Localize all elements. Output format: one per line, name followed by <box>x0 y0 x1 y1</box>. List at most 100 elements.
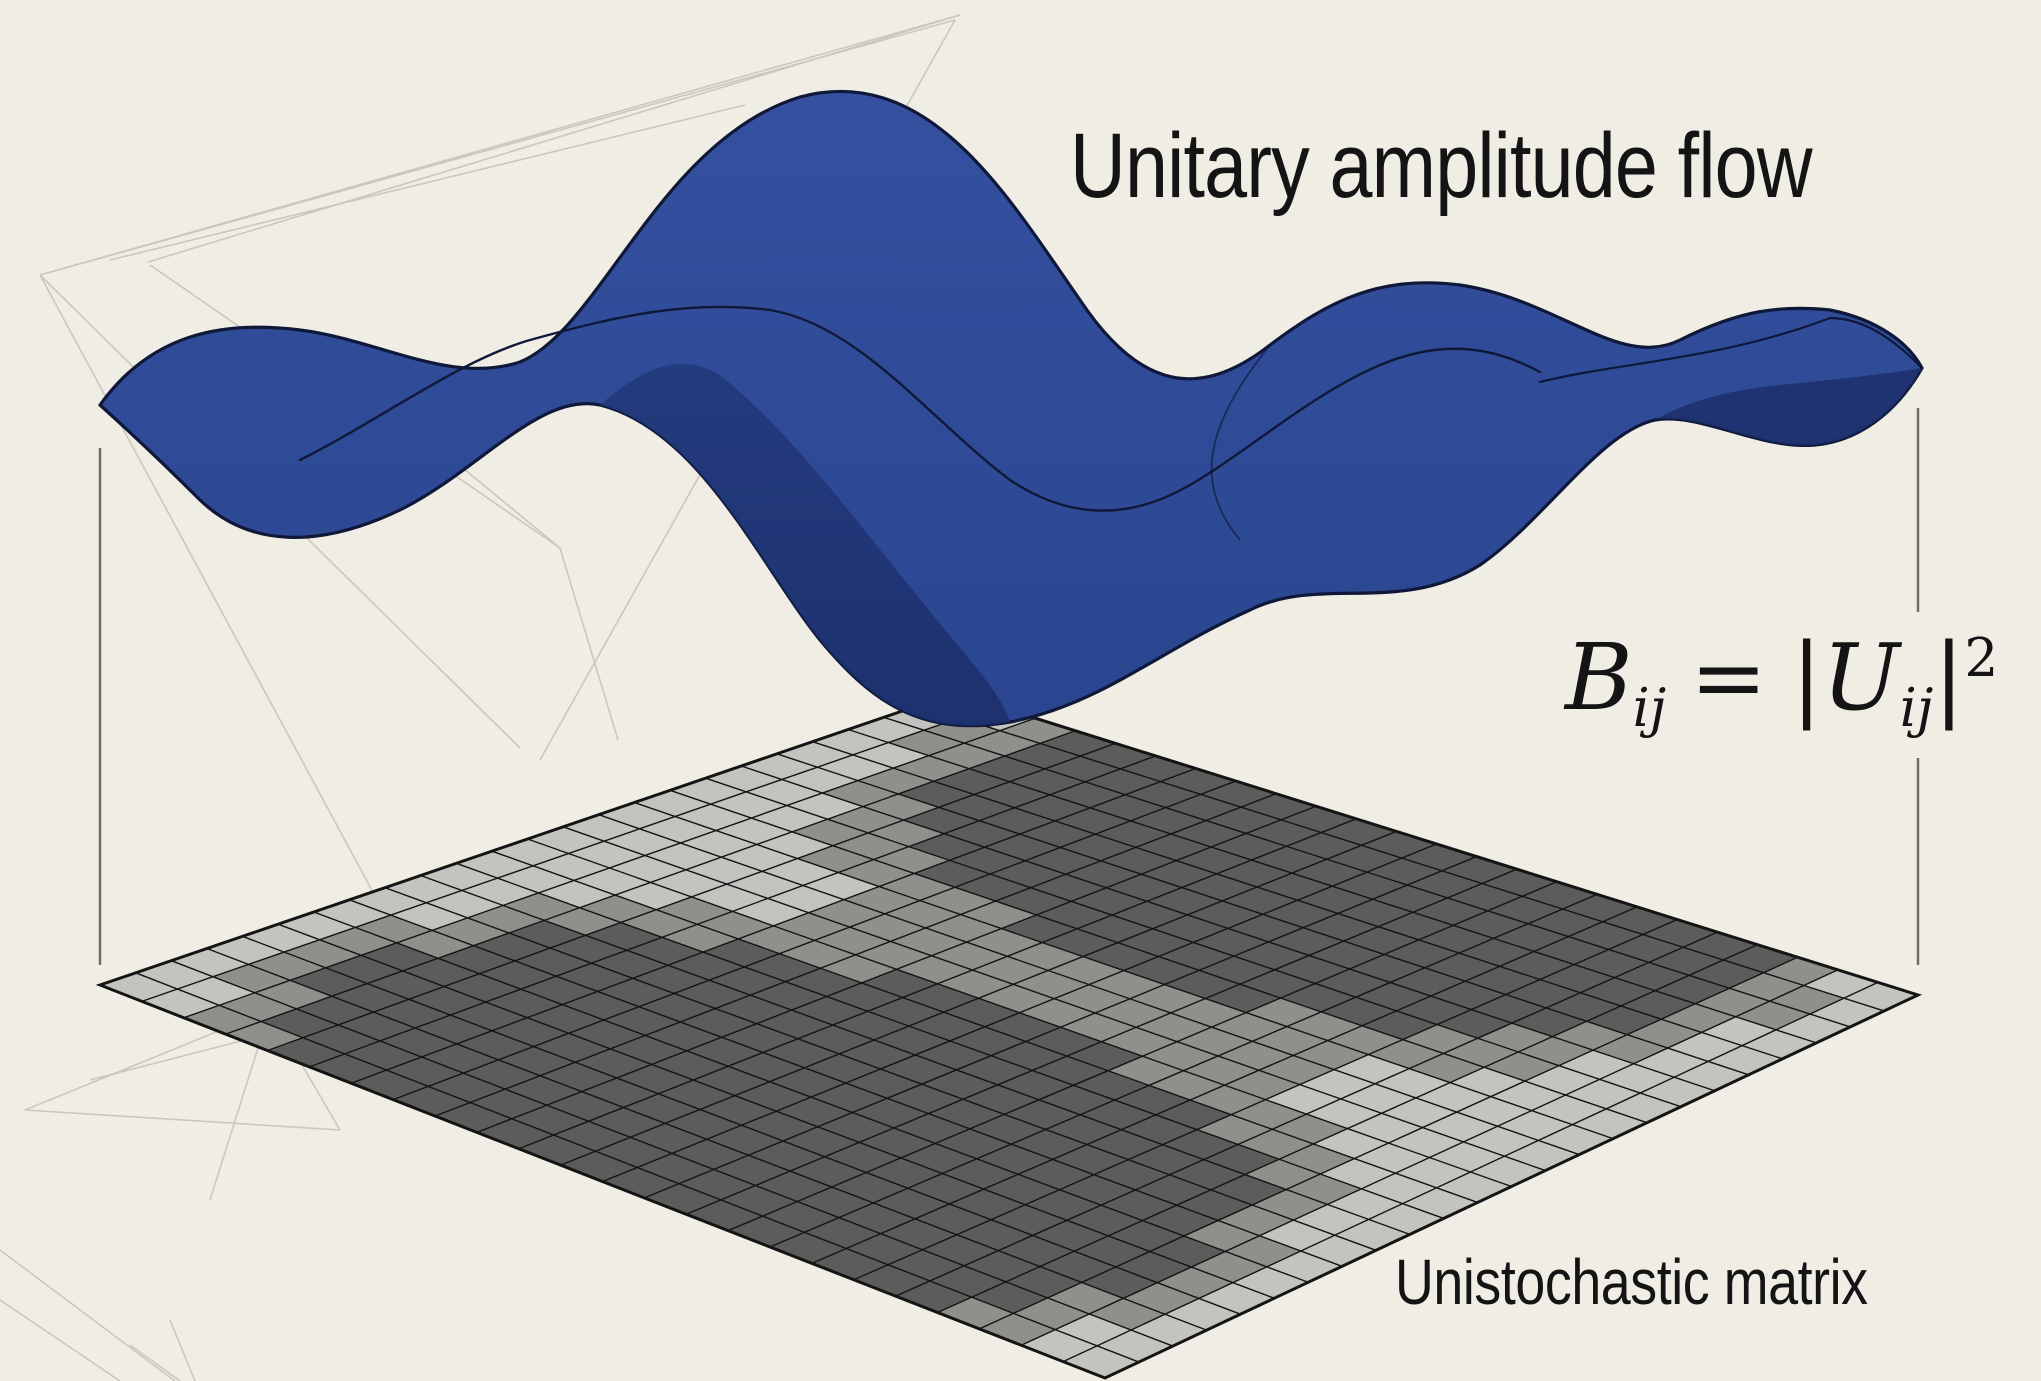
matrix-cell <box>820 954 897 983</box>
matrix-cell <box>873 1188 950 1219</box>
matrix-cell <box>637 1153 714 1184</box>
matrix-cell <box>908 1012 985 1041</box>
matrix-cell <box>867 997 944 1027</box>
matrix-grid-line <box>518 818 1357 1150</box>
matrix-cell <box>808 899 885 928</box>
matrix-cell <box>470 1089 547 1119</box>
matrix-cell <box>581 1078 659 1108</box>
matrix-grid-line <box>309 755 1156 1068</box>
matrix-cell <box>254 980 332 1009</box>
matrix-cell <box>803 872 880 900</box>
matrix-cell <box>1115 1251 1192 1283</box>
matrix-cell <box>679 1169 756 1200</box>
matrix-grid-line <box>1020 969 1839 1346</box>
matrix-grid-line <box>183 717 1036 1019</box>
matrix-cell <box>426 890 504 918</box>
sketch-line-11 <box>24 1109 341 1131</box>
matrix-cell <box>609 855 686 883</box>
matrix-cell <box>267 1037 345 1067</box>
matrix-cell <box>421 1043 499 1074</box>
matrix-cell <box>750 981 827 1011</box>
matrix-cell <box>979 1313 1056 1346</box>
matrix-cell <box>699 1095 777 1126</box>
matrix-cell <box>588 1107 666 1138</box>
matrix-cell <box>797 1025 875 1054</box>
unistochastic-matrix-grid <box>95 691 1923 1380</box>
matrix-cell <box>667 952 745 981</box>
matrix-cell <box>331 983 409 1013</box>
matrix-cell <box>550 935 627 964</box>
matrix-cell <box>212 964 291 993</box>
matrix-cell <box>797 1187 874 1218</box>
matrix-grid-line <box>1062 981 1879 1363</box>
matrix-cell <box>1081 1266 1158 1299</box>
matrix-cell <box>709 966 786 996</box>
matrix-cell <box>1157 1267 1233 1299</box>
matrix-cell <box>956 1055 1033 1085</box>
matrix-cell <box>672 1139 749 1170</box>
matrix-cell <box>527 1004 604 1034</box>
matrix-cell <box>574 867 651 896</box>
matrix-cell <box>562 991 639 1020</box>
matrix-cell <box>367 970 445 1000</box>
matrix-cell <box>432 917 509 946</box>
sketch-line-13 <box>89 1039 246 1081</box>
matrix-cell <box>685 857 763 885</box>
matrix-cell <box>610 1035 687 1065</box>
matrix-cell <box>595 1137 672 1168</box>
matrix-cell <box>715 818 793 845</box>
matrix-cell <box>1047 1282 1124 1314</box>
matrix-cell <box>785 968 862 997</box>
matrix-cell <box>591 950 668 979</box>
matrix-cell <box>915 1203 991 1235</box>
matrix-cell <box>956 1219 1033 1251</box>
matrix-cell <box>514 948 592 977</box>
matrix-cell <box>402 958 480 987</box>
matrix-cell <box>935 1128 1012 1159</box>
matrix-cell <box>1108 1220 1184 1252</box>
matrix-cell <box>949 1189 1026 1220</box>
matrix-cell <box>726 871 804 899</box>
matrix-grid-line <box>434 793 1277 1117</box>
matrix-grid-line <box>979 956 1798 1330</box>
matrix-cell <box>804 1217 881 1249</box>
matrix-cell <box>556 963 633 992</box>
matrix-cell <box>658 1080 735 1110</box>
matrix-cell <box>976 1144 1053 1175</box>
matrix-cell <box>937 1297 1014 1329</box>
matrix-cell <box>533 1033 611 1063</box>
matrix-cell <box>630 1123 707 1154</box>
matrix-cell <box>693 1066 770 1096</box>
matrix-cell <box>710 791 787 819</box>
matrix-cell <box>783 1126 860 1157</box>
matrix-cell <box>824 1142 901 1173</box>
matrix-cell <box>900 1143 977 1174</box>
matrix-cell <box>1040 1251 1116 1283</box>
matrix-cell <box>393 1086 471 1116</box>
matrix-cell <box>859 1127 936 1158</box>
matrix-cell <box>997 1070 1074 1100</box>
matrix-cell <box>444 973 521 1003</box>
matrix-cell <box>963 1084 1039 1115</box>
matrix-cell <box>597 978 675 1007</box>
matrix-cell <box>319 927 397 956</box>
matrix-cell <box>225 1021 303 1051</box>
matrix-cell <box>804 1053 881 1084</box>
matrix-cell <box>853 1264 930 1297</box>
matrix-cell <box>505 1075 582 1106</box>
matrix-cell <box>638 993 716 1022</box>
sketch-line-5 <box>39 274 389 921</box>
matrix-cell <box>756 831 833 859</box>
matrix-cell <box>492 1017 569 1047</box>
matrix-cell <box>338 1012 416 1041</box>
matrix-cell <box>826 982 903 1012</box>
matrix-cell <box>686 1199 763 1231</box>
matrix-cell <box>1074 1235 1150 1267</box>
matrix-cell <box>1011 1129 1087 1160</box>
matrix-cell <box>508 920 586 949</box>
matrix-cell <box>645 1021 722 1051</box>
matrix-cell <box>602 1167 680 1198</box>
matrix-cell <box>386 1057 464 1087</box>
matrix-cell <box>902 983 979 1013</box>
